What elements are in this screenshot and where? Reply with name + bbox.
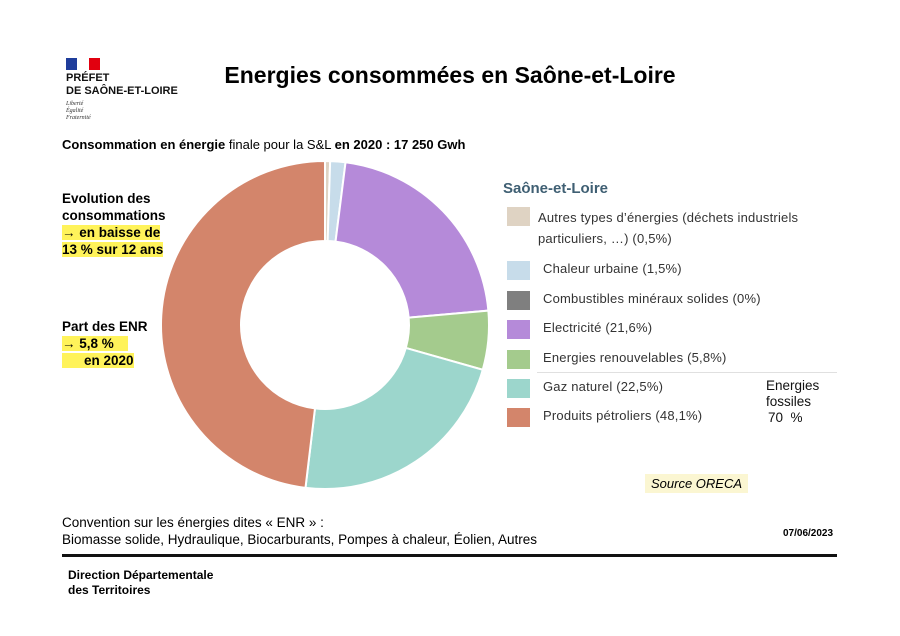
legend-swatch (507, 207, 530, 226)
ddt-label: Direction Départementale des Territoires (68, 568, 213, 598)
enr-convention: Convention sur les énergies dites « ENR … (62, 514, 537, 548)
legend-label: Gaz naturel (22,5%) (543, 379, 664, 394)
legend-title: Saône-et-Loire (503, 180, 609, 197)
devise-liberte: Liberté (66, 101, 84, 107)
donut-slice (160, 159, 326, 489)
evolution-line: Evolution des (62, 191, 151, 206)
fossil-line: fossiles (766, 394, 812, 409)
enr-line: Part des ENR (62, 319, 148, 334)
legend-label: Chaleur urbaine (1,5%) (543, 261, 682, 276)
subtitle-total: en 2020 : 17 250 Gwh (334, 137, 466, 152)
fossil-annotation: Energies fossiles 70 % (766, 378, 819, 426)
convention-title: Convention sur les énergies dites « ENR … (62, 515, 324, 530)
donut-slice (334, 161, 490, 319)
evolution-line: consommations (62, 208, 166, 223)
page-title: Energies consommées en Saône-et-Loire (224, 62, 676, 88)
legend-swatch (507, 379, 530, 398)
devise-egalite: Égalité (66, 108, 84, 114)
convention-list: Biomasse solide, Hydraulique, Biocarbura… (62, 532, 538, 547)
evolution-note: Evolution des consommations → en baisse … (62, 190, 166, 258)
chart-subtitle: Consommation en énergie finale pour la S… (62, 137, 465, 152)
evolution-highlight: 13 % sur 12 ans (62, 242, 164, 257)
enr-highlight: → 5,8 % (62, 336, 128, 351)
donut-chart (160, 159, 490, 490)
legend-swatch (507, 408, 530, 427)
legend-label: Combustibles minéraux solides (0%) (543, 291, 761, 306)
subtitle-bold-part: Consommation en énergie (62, 137, 226, 152)
donut-slice (304, 346, 485, 490)
subtitle-normal-part: finale pour la S&L (225, 137, 335, 152)
evolution-highlight: → en baisse de (62, 225, 161, 240)
legend-swatch (507, 291, 530, 310)
legend-label: Produits pétroliers (48,1%) (543, 408, 703, 423)
enr-note: Part des ENR → 5,8 % en 2020 (62, 318, 148, 369)
source-label: Source ORECA (645, 474, 749, 493)
fossil-line: Energies (766, 378, 820, 393)
legend-label: particuliers, …) (0,5%) (538, 231, 672, 246)
footer-divider (62, 554, 837, 557)
devise-fraternite: Fraternité (66, 115, 91, 121)
document-date: 07/06/2023 (783, 528, 834, 539)
marianne-flag-icon (66, 58, 100, 70)
legend-divider (537, 372, 837, 373)
ddt-line: des Territoires (68, 583, 151, 597)
legend-swatch (507, 320, 530, 339)
legend-label: Autres types d’énergies (déchets industr… (538, 210, 799, 225)
legend-swatch (507, 261, 530, 280)
legend-label: Electricité (21,6%) (543, 320, 653, 335)
legend-swatch (507, 350, 530, 369)
prefet-label: PRÉFET (66, 72, 110, 84)
fossil-value: 70 % (768, 410, 803, 425)
prefet-department-label: DE SAÔNE-ET-LOIRE (66, 85, 178, 97)
legend-label: Energies renouvelables (5,8%) (543, 350, 727, 365)
ddt-line: Direction Départementale (68, 568, 214, 582)
enr-highlight: en 2020 (62, 353, 134, 368)
